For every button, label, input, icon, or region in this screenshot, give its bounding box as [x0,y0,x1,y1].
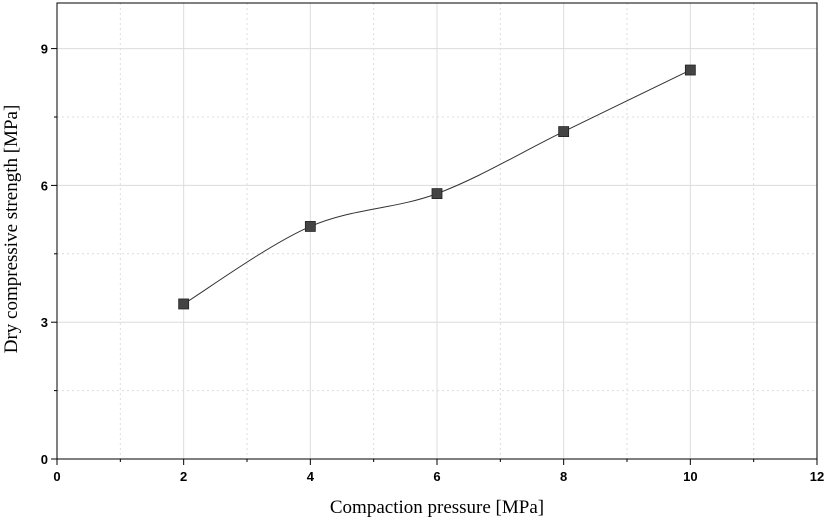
y-axis-title: Dry compressive strength [MPa] [1,105,22,354]
y-tick-label: 6 [41,178,48,193]
grid [57,3,817,459]
y-tick-label: 3 [41,315,48,330]
x-tick-label: 10 [683,469,697,484]
x-tick-label: 4 [307,469,315,484]
x-axis-title: Compaction pressure [MPa] [330,497,544,518]
x-tick-label: 6 [433,469,440,484]
data-point [431,188,443,200]
y-tick-labels: 0 3 6 9 [41,42,48,467]
x-tick-label: 12 [810,469,824,484]
x-tick-label: 8 [560,469,567,484]
x-tick-label: 2 [180,469,187,484]
data-point [558,126,570,137]
axis-ticks [51,48,818,465]
x-tick-labels: 0 2 4 6 8 10 12 [53,469,824,484]
series-markers [178,64,696,310]
data-point [684,64,696,76]
y-tick-label: 0 [41,452,48,467]
data-point [304,221,316,232]
data-point [178,298,190,310]
y-tick-label: 9 [41,42,48,57]
x-tick-label: 0 [53,469,60,484]
